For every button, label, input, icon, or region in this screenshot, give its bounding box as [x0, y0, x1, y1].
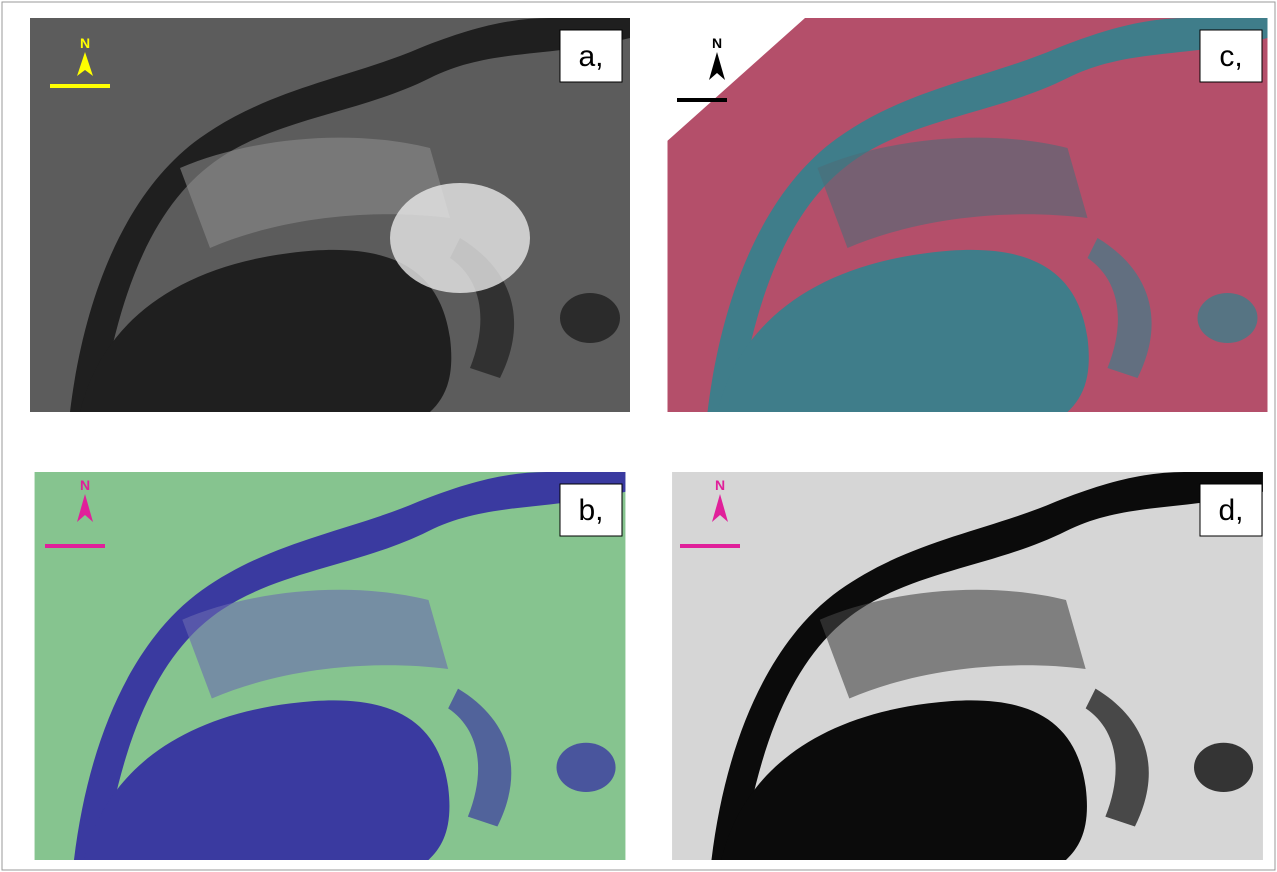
panel-d: d, N [672, 472, 1263, 860]
panel-a: a, N [30, 18, 630, 412]
north-label: N [80, 35, 90, 51]
north-label: N [712, 35, 722, 51]
panel-c: c, N [665, 18, 1268, 412]
north-label: N [80, 477, 90, 493]
image [668, 18, 1268, 412]
scale-bar [50, 84, 110, 88]
image [672, 472, 1263, 860]
image [35, 472, 626, 860]
bright-area [390, 183, 530, 293]
panel-label: a, [578, 40, 603, 73]
image [30, 18, 630, 412]
panel-label: d, [1218, 494, 1243, 527]
north-label: N [715, 477, 725, 493]
scale-bar [677, 98, 727, 102]
scale-bar [680, 544, 740, 548]
panel-b: b, N [35, 472, 626, 860]
panel-label: c, [1219, 40, 1242, 73]
scale-bar [45, 544, 105, 548]
panel-label: b, [578, 494, 603, 527]
figure: a, N c, N b, N d, N [0, 0, 1277, 872]
